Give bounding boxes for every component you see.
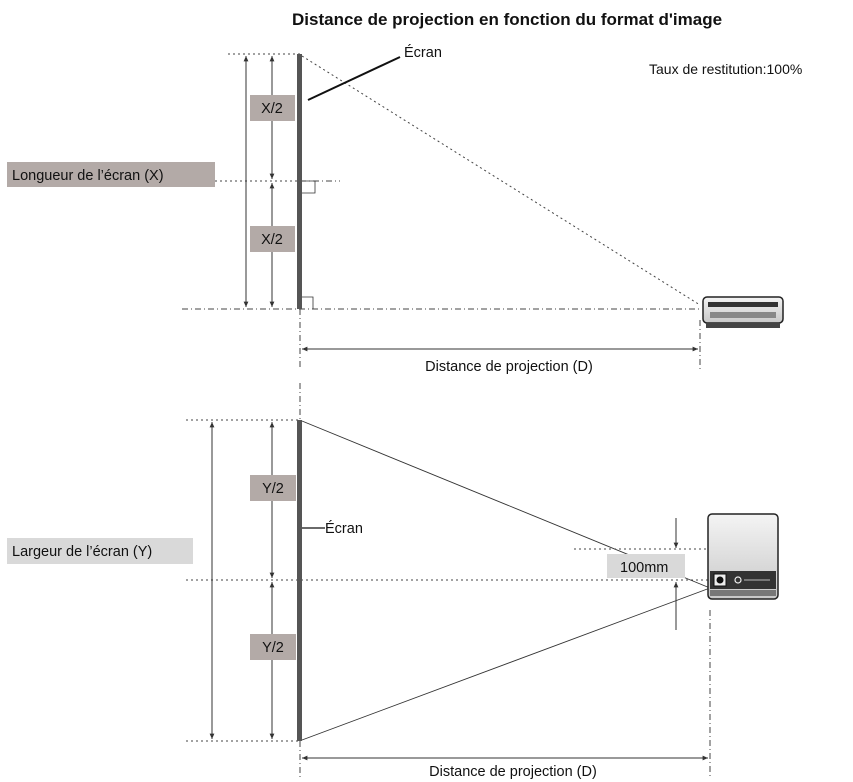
right-angle-mark-bottom — [302, 296, 314, 309]
half-width-box-upper — [250, 475, 296, 501]
diagram-title: Distance de projection en fonction du fo… — [292, 10, 722, 29]
half-width-label-lower: Y/2 — [262, 640, 284, 656]
screen-label-top: Écran — [404, 44, 442, 61]
projection-ray-top — [301, 55, 701, 306]
half-length-box-upper — [250, 95, 295, 121]
screen-pointer-line — [307, 56, 401, 101]
right-angle-mark-center — [302, 180, 316, 194]
top-view: Écran X/2 X/2 Longueur de l’écran (X) Di… — [7, 44, 784, 375]
half-length-label-lower: X/2 — [261, 232, 283, 248]
half-length-label-upper: X/2 — [261, 101, 283, 117]
projection-distance-label-top: Distance de projection (D) — [425, 359, 593, 375]
side-view: Écran Y/2 Y/2 Largeur de l’écran (Y) 100… — [7, 383, 779, 780]
projection-distance-label-side: Distance de projection (D) — [429, 764, 597, 780]
projector-top-view — [702, 296, 784, 328]
offset-box — [607, 554, 685, 578]
screen-length-box — [7, 162, 215, 187]
screen-side-view — [297, 420, 302, 741]
half-width-box-lower — [250, 634, 296, 660]
restitution-ratio-label: Taux de restitution:100% — [649, 61, 802, 77]
screen-length-label: Longueur de l’écran (X) — [12, 168, 164, 184]
offset-label: 100mm — [620, 560, 668, 576]
screen-width-label: Largeur de l’écran (Y) — [12, 544, 152, 560]
projector-side-view — [707, 513, 779, 600]
projection-ray-lower — [301, 587, 711, 741]
half-width-label-upper: Y/2 — [262, 481, 284, 497]
half-length-box-lower — [250, 226, 295, 252]
screen-top-view — [297, 54, 302, 309]
screen-width-box — [7, 538, 193, 564]
screen-label-side: Écran — [325, 520, 363, 537]
